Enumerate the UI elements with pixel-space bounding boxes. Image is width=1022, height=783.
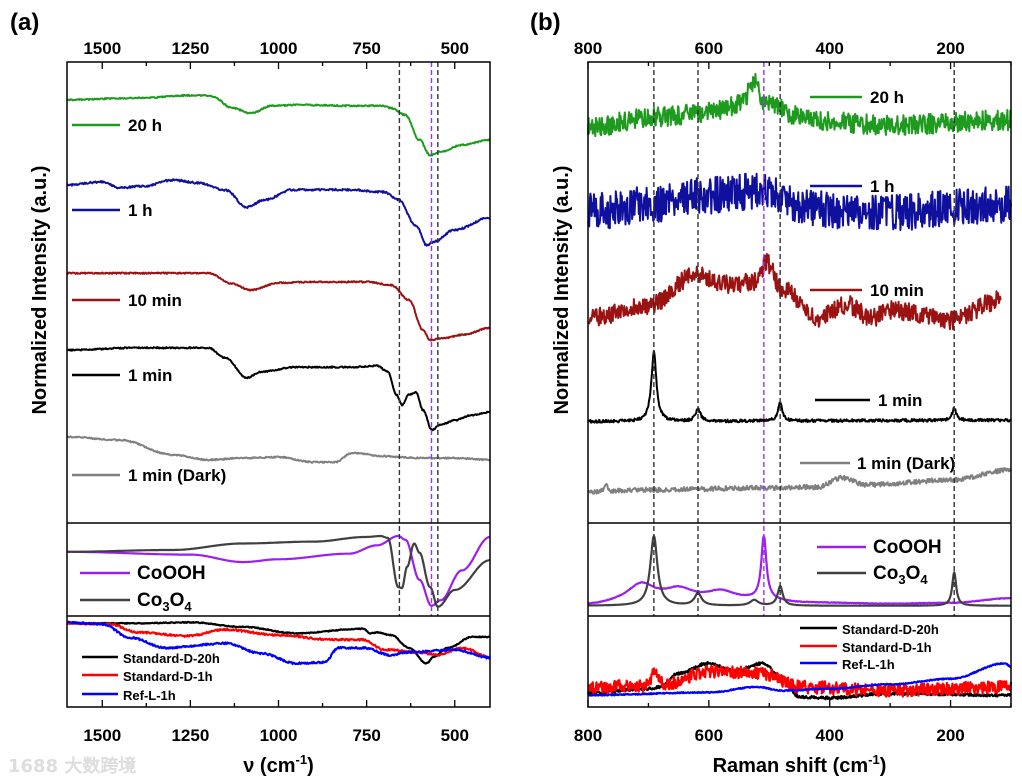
legend-label-part: Co (137, 590, 162, 611)
series-line-co3o4 (66, 534, 491, 608)
legend-label-part: 3 (162, 599, 169, 614)
legend-label: 1 min (878, 391, 922, 410)
series-line-coooh (66, 534, 491, 607)
x-tick-label-top: 400 (816, 39, 844, 58)
series-line-co3o4 (587, 534, 1012, 607)
legend-label: Co3O4 (137, 590, 192, 614)
series-line-20-h (66, 93, 491, 157)
series-line-10-min (587, 253, 1002, 331)
series-line-1-min-dark- (66, 435, 491, 464)
subplot-main: 20 h 1 h 10 min 1 min 1 min (Dark) (66, 93, 491, 485)
legend-label: 10 min (128, 291, 182, 310)
series-line-coooh (587, 534, 1012, 605)
series-line-1-h (66, 178, 491, 247)
subplot-reference: CoOOH Co3O4 (66, 534, 491, 614)
y-axis-title: Normalized Intensity (a.u.) (29, 166, 51, 415)
x-tick-label: 200 (936, 726, 964, 745)
subplot-main: 20 h 1 h 10 min 1 min 1 min (Dark) (587, 72, 1012, 495)
legend-label: 10 min (870, 281, 924, 300)
series-line-1-min-dark- (587, 467, 1012, 495)
legend-label: CoOOH (873, 537, 942, 558)
legend-label-part: 4 (184, 599, 192, 614)
x-tick-label-top: 200 (936, 39, 964, 58)
x-tick-label: 600 (695, 726, 723, 745)
legend-label: Ref-L-1h (123, 688, 176, 703)
series-line-1-min (66, 346, 491, 432)
legend-label: 20 h (128, 116, 162, 135)
x-axis-title-sup: -1 (868, 752, 880, 767)
legend-label: Standard-D-20h (842, 622, 939, 637)
legend-label-part: Co (873, 563, 898, 584)
x-tick-label: 500 (441, 726, 469, 745)
x-tick-label-top: 1500 (83, 39, 121, 58)
x-axis-title-close: ) (880, 755, 887, 777)
legend-label-part: CoOOH (873, 537, 942, 558)
x-tick-label: 1500 (83, 726, 121, 745)
legend-label: 20 h (870, 88, 904, 107)
subplot-reference: CoOOH Co3O4 (587, 534, 1012, 607)
panel-b-raman: (b) Normalized Intensity (a.u.) Raman shif… (530, 9, 1013, 777)
series-line-standard-d-20h (66, 620, 491, 665)
legend-label: 1 h (870, 177, 895, 196)
legend-label-part: 3 (898, 572, 905, 587)
x-axis-title-sup: -1 (296, 752, 308, 767)
x-tick-label-top: 750 (352, 39, 380, 58)
x-tick-label-top: 1000 (260, 39, 298, 58)
subplot-control: Standard-D-20h Standard-D-1h Ref-L-1h (586, 622, 1013, 701)
legend-label: 1 min (128, 366, 172, 385)
x-tick-label-top: 500 (441, 39, 469, 58)
plot-frame (587, 61, 1012, 708)
panel-label: (b) (530, 9, 561, 36)
x-tick-label: 1000 (260, 726, 298, 745)
series-line-20-h (587, 72, 1012, 138)
x-tick-label: 1250 (171, 726, 209, 745)
legend-label-part: 4 (920, 572, 928, 587)
series-line-standard-d-1h (587, 664, 1013, 698)
series-line-1-h (587, 172, 1012, 231)
legend-label: Standard-D-20h (123, 651, 220, 666)
x-tick-label: 400 (816, 726, 844, 745)
legend-label: 1 min (Dark) (857, 454, 955, 473)
series-line-1-min (587, 349, 1012, 424)
x-tick-label-top: 1250 (171, 39, 209, 58)
series-line-ref-l-1h (587, 661, 1012, 697)
x-axis-title: Raman shift (cm-1) (713, 752, 887, 777)
x-tick-label-top: 600 (695, 39, 723, 58)
series-line-ref-l-1h (66, 620, 492, 666)
x-axis-title-close: ) (307, 755, 314, 777)
legend-label: CoOOH (137, 563, 206, 584)
legend-label: Co3O4 (873, 563, 928, 587)
legend-label: Standard-D-1h (123, 669, 213, 684)
legend-label: 1 min (Dark) (128, 466, 226, 485)
x-tick-label: 750 (352, 726, 380, 745)
x-axis-title-text: ν (cm (243, 755, 295, 777)
subplot-control: Standard-D-20h Standard-D-1h Ref-L-1h (66, 620, 492, 703)
watermark-logo: 1688 大数跨境 (8, 755, 136, 777)
x-tick-label: 800 (574, 726, 602, 745)
legend-label-part: CoOOH (137, 563, 206, 584)
panel-label: (a) (10, 9, 39, 36)
legend-label: Ref-L-1h (842, 657, 895, 672)
y-axis-title: Normalized Intensity (a.u.) (551, 166, 573, 415)
x-tick-label-top: 800 (574, 39, 602, 58)
x-axis-title-text: Raman shift (cm (713, 755, 869, 777)
legend-label: Standard-D-1h (842, 640, 932, 655)
legend-label-part: O (906, 563, 921, 584)
x-axis-title: ν (cm-1) (243, 752, 313, 777)
panel-a-ftir: (a) Normalized Intensity (a.u.) ν (cm-1) 20… (10, 9, 492, 777)
series-line-10-min (66, 271, 491, 342)
legend-label: 1 h (128, 201, 153, 220)
legend-label-part: O (170, 590, 185, 611)
